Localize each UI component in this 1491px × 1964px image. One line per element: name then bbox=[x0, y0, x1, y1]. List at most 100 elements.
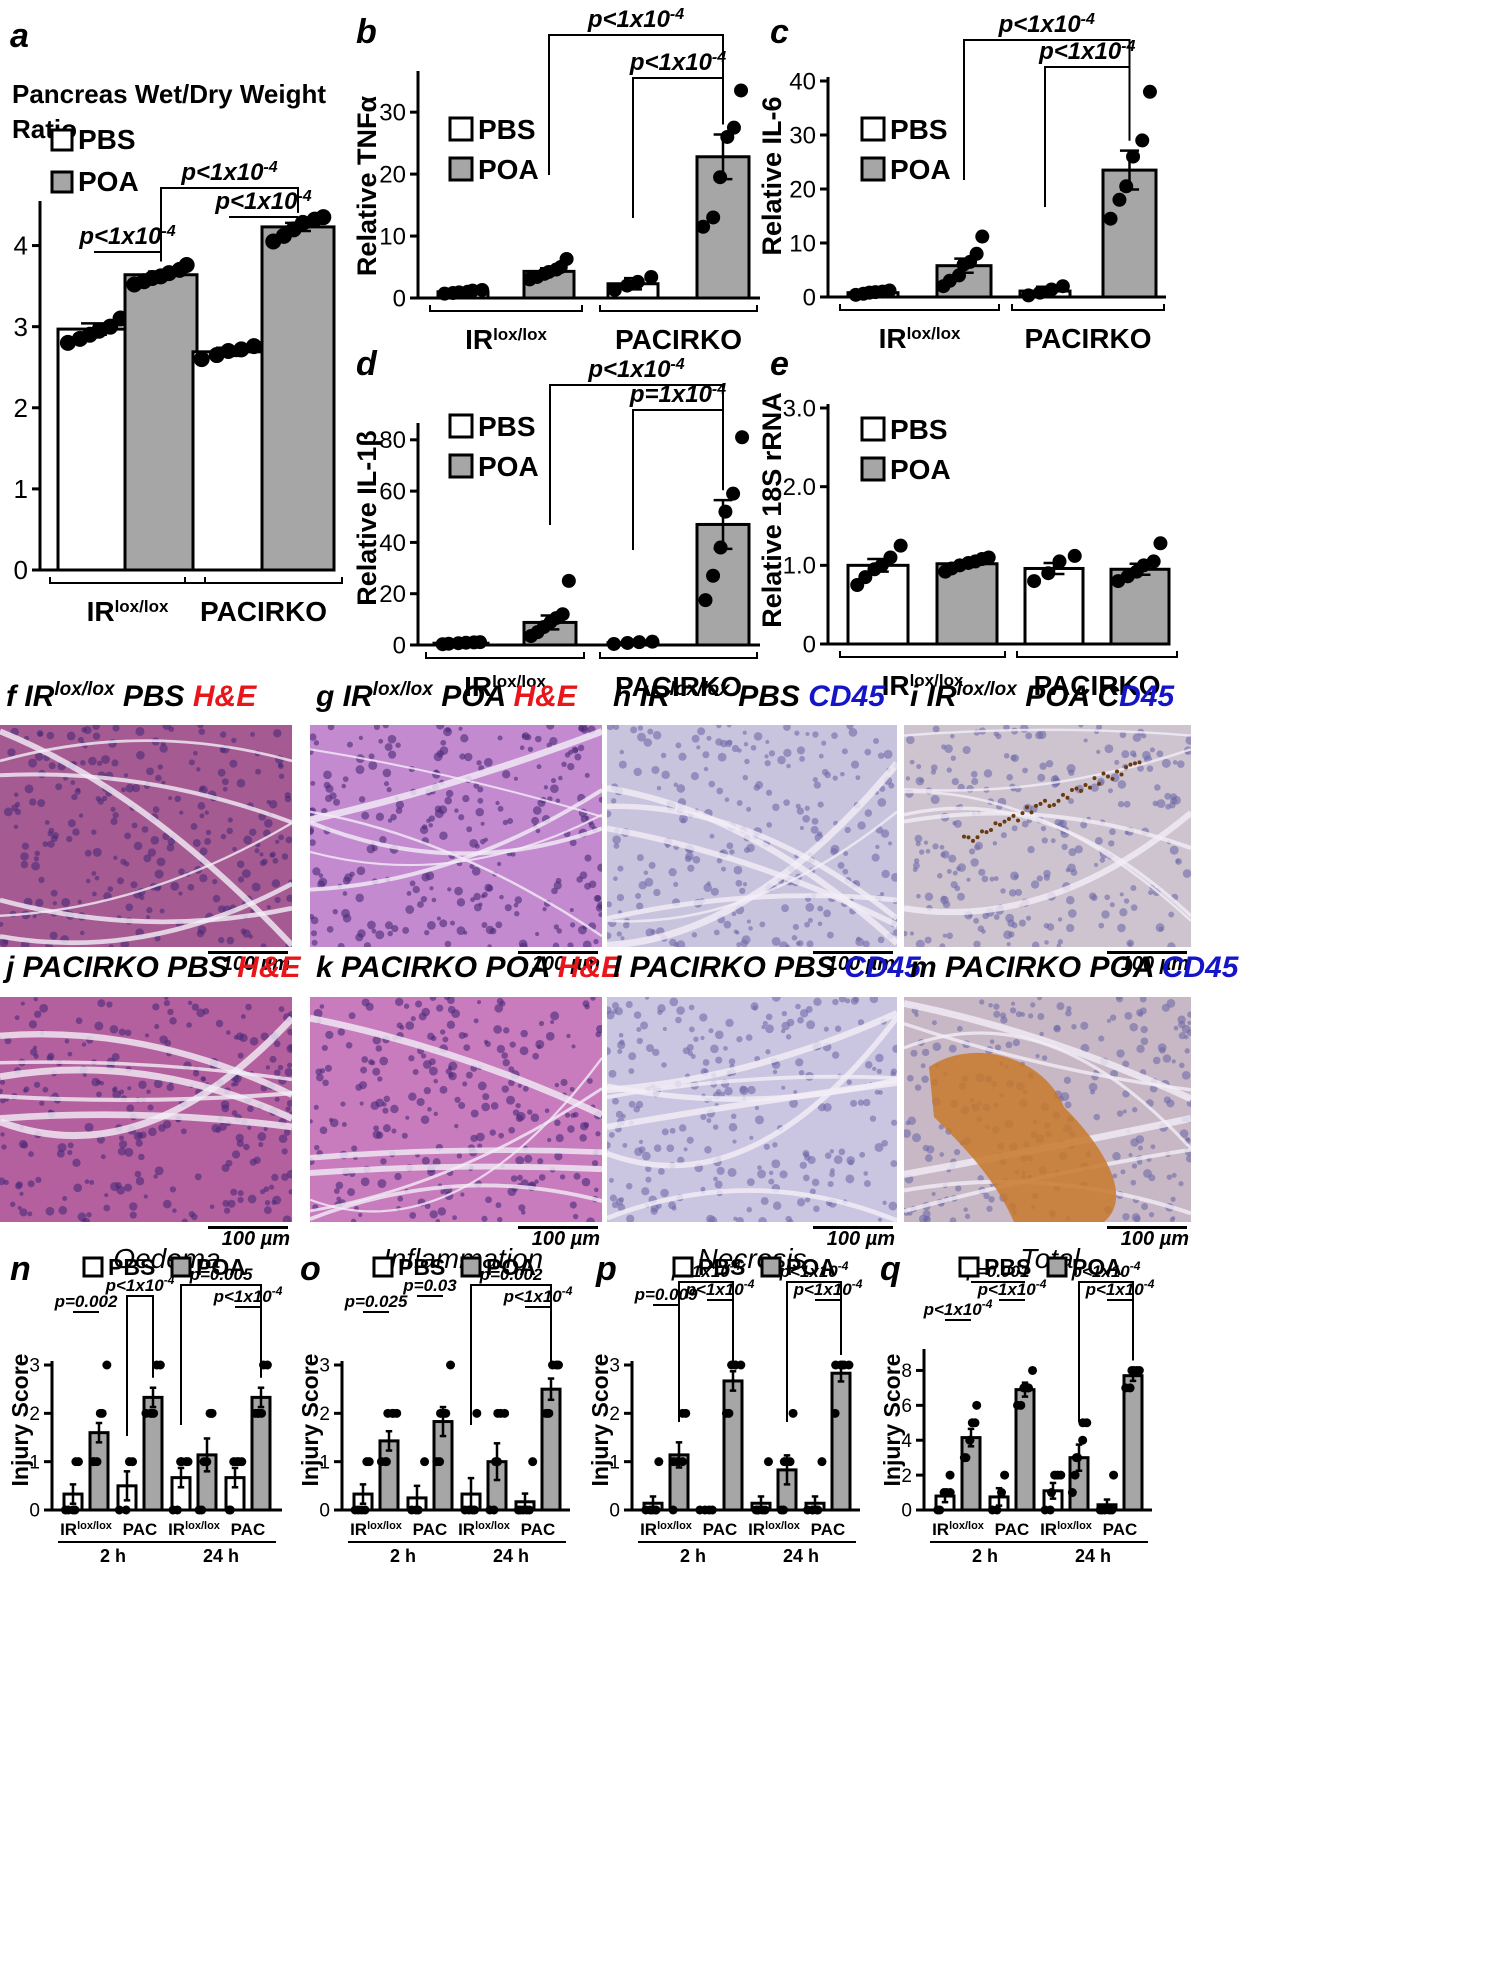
y-tick-label: 0 bbox=[393, 632, 406, 659]
data-point bbox=[1146, 554, 1161, 569]
scale-bar-label: 100 µm bbox=[221, 1228, 290, 1250]
x-group-bracket bbox=[49, 577, 206, 584]
x-group-bracket bbox=[429, 305, 583, 312]
data-point bbox=[544, 1408, 554, 1418]
x-time-label: 24 h bbox=[203, 1546, 239, 1566]
p-value-label: p=0.001 bbox=[966, 1262, 1030, 1281]
legend-swatch-poa bbox=[860, 456, 886, 482]
x-category-label: PACIRKO bbox=[1033, 670, 1160, 701]
data-point bbox=[1047, 1488, 1057, 1498]
panel-letter-p: p bbox=[595, 1250, 617, 1288]
panel-letter-c: c bbox=[770, 13, 789, 51]
y-axis-label: Relative IL-6 bbox=[757, 96, 787, 255]
data-point bbox=[630, 274, 645, 289]
data-point bbox=[779, 1505, 789, 1515]
micrograph-image-j bbox=[0, 997, 292, 1222]
y-tick-label: 8 bbox=[901, 1361, 912, 1382]
bar-poa bbox=[722, 1379, 744, 1512]
y-tick-label: 1 bbox=[319, 1452, 330, 1473]
data-point bbox=[734, 83, 749, 98]
legend-swatch-pbs bbox=[82, 1256, 104, 1278]
data-point bbox=[668, 1505, 678, 1515]
y-tick-label: 10 bbox=[379, 223, 406, 250]
x-category-label: IRlox/lox bbox=[879, 323, 961, 354]
legend-label-pbs: PBS bbox=[984, 1254, 1031, 1280]
data-point bbox=[1041, 566, 1056, 581]
bar-poa bbox=[123, 273, 199, 572]
x-time-label: 24 h bbox=[493, 1546, 529, 1566]
x-group-bracket bbox=[425, 652, 585, 659]
data-point bbox=[381, 1457, 391, 1467]
data-point bbox=[364, 1457, 374, 1467]
y-tick-label: 80 bbox=[379, 427, 406, 454]
data-point bbox=[698, 593, 713, 608]
p-value-label: p<1x10-4 bbox=[587, 356, 684, 384]
x-category-label: IRlox/lox bbox=[168, 1520, 221, 1539]
data-point bbox=[1153, 536, 1168, 551]
p-value-label: p<1x10-4 bbox=[105, 1273, 175, 1295]
data-point bbox=[735, 430, 750, 445]
p-value-label: p=0.03 bbox=[402, 1276, 457, 1295]
data-point bbox=[713, 540, 728, 555]
x-category-label: IRlox/lox bbox=[1040, 1520, 1093, 1539]
legend-label-poa: POA bbox=[478, 154, 539, 185]
y-axis-label: Relative IL-1β bbox=[352, 430, 382, 606]
legend-label-pbs: PBS bbox=[698, 1254, 745, 1280]
scale-bar-label: 100 µm bbox=[221, 953, 290, 975]
data-point bbox=[225, 1505, 235, 1515]
x-category-label: IRlox/lox bbox=[640, 1520, 693, 1539]
data-point bbox=[844, 1360, 854, 1370]
data-point bbox=[645, 634, 660, 649]
data-point bbox=[97, 1408, 107, 1418]
y-axis-label: Relative TNFα bbox=[352, 96, 382, 277]
data-point bbox=[1109, 1470, 1119, 1480]
data-point bbox=[413, 1505, 423, 1515]
significance-bracket bbox=[1044, 66, 1131, 207]
x-category-label: IRlox/lox bbox=[748, 1520, 801, 1539]
data-point bbox=[969, 246, 984, 261]
data-point bbox=[817, 1457, 827, 1467]
data-point bbox=[178, 257, 195, 274]
x-time-label: 24 h bbox=[1075, 1546, 1111, 1566]
y-tick-label: 20 bbox=[789, 176, 816, 203]
legend-label-poa: POA bbox=[486, 1254, 536, 1280]
bar-poa bbox=[960, 1436, 982, 1512]
micrograph-title-h: h IRlox/lox PBS CD45 bbox=[613, 679, 885, 713]
x-time-label: 2 h bbox=[972, 1546, 998, 1566]
p-value-label: p<1x10-4 bbox=[685, 1277, 755, 1299]
legend-swatch-poa bbox=[448, 453, 474, 479]
micrograph-title-i: i IRlox/lox POA CD45 bbox=[910, 679, 1175, 713]
chart-panel-d: d Relative IL-1β 0 20 40 60 80 p<1x10-4p=1x10-4… bbox=[352, 345, 760, 702]
y-tick-label: 2.0 bbox=[783, 474, 816, 501]
y-tick-label: 0 bbox=[609, 1501, 620, 1522]
x-time-label: 2 h bbox=[680, 1546, 706, 1566]
data-point bbox=[1044, 282, 1059, 297]
chart-title: Necrosis bbox=[698, 1243, 807, 1274]
data-point bbox=[489, 1505, 499, 1515]
micrograph-title-k: k PACIRKO POA H&E bbox=[316, 951, 622, 984]
significance-bracket bbox=[678, 1281, 734, 1422]
x-time-label: 2 h bbox=[390, 1546, 416, 1566]
bar-poa bbox=[88, 1431, 110, 1512]
x-group-bracket bbox=[1016, 651, 1178, 658]
data-point bbox=[121, 1505, 131, 1515]
micrograph-image-m bbox=[904, 997, 1191, 1222]
y-tick-label: 3 bbox=[319, 1356, 330, 1377]
p-value-label: p=0.009 bbox=[634, 1285, 698, 1304]
data-point bbox=[1073, 1453, 1083, 1463]
data-point bbox=[607, 282, 622, 297]
chart-title: Oedema bbox=[113, 1243, 220, 1274]
data-point bbox=[788, 1408, 798, 1418]
significance-bracket bbox=[126, 1295, 154, 1436]
data-point bbox=[620, 278, 635, 293]
p-value-label: p<1x10-4 bbox=[1071, 1259, 1141, 1281]
y-tick-label: 0 bbox=[14, 555, 28, 585]
p-value-label: p<1x10-4 bbox=[977, 1277, 1047, 1299]
x-category-label: PAC bbox=[231, 1520, 266, 1539]
chart-title-line1: Pancreas Wet/Dry Weight bbox=[12, 79, 326, 109]
scale-bar-label: 100 µm bbox=[1120, 953, 1189, 975]
micrograph-title-m: m PACIRKO POA CD45 bbox=[910, 951, 1239, 984]
x-category-label: PAC bbox=[1103, 1520, 1138, 1539]
data-point bbox=[713, 170, 728, 185]
